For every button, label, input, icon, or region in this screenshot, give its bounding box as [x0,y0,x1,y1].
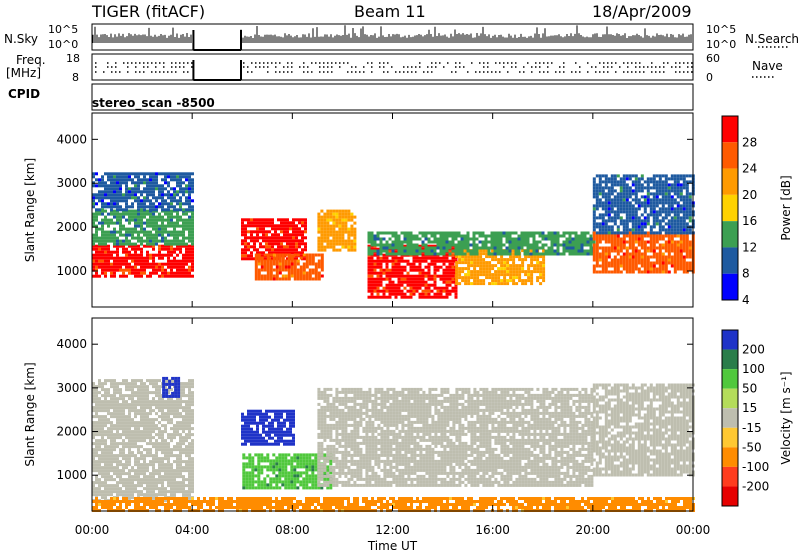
y-tick-label: 1000 [56,264,87,278]
power-colorbar-tick-label: 8 [742,267,750,281]
y-tick-label: 2000 [56,220,87,234]
scatter-region [241,410,295,446]
date-title: 18/Apr/2009 [592,4,692,20]
nave-tick-top: 60 [706,53,720,64]
power-colorbar-swatch [722,247,738,273]
x-tick-label: 12:00 [375,523,410,537]
velocity-colorbar-swatch [722,408,738,428]
scatter-region [92,497,695,512]
x-tick-label: 08:00 [275,523,310,537]
radar-title: TIGER (fitACF) [92,4,205,20]
nsearch-tick-top: 10^5 [706,24,736,35]
power-colorbar-swatch [722,169,738,195]
nsky-tick-bottom: 10^0 [48,39,78,50]
power-colorbar-swatch [722,195,738,221]
power-colorbar-tick-label: 28 [742,135,757,149]
y-axis-label: Slant Range [km] [23,158,37,262]
y-tick-label: 2000 [56,425,87,439]
power-colorbar-tick-label: 20 [742,188,757,202]
freq-unit-label: [MHz] [6,67,41,79]
velocity-colorbar-swatch [722,330,738,350]
velocity-colorbar-tick-label: -100 [742,460,769,474]
x-tick-label: 16:00 [475,523,510,537]
nsearch-tick-bottom: 10^0 [706,39,736,50]
freq-tick-top: 18 [66,53,80,64]
power-colorbar-label: Power [dB] [779,175,793,240]
x-axis-label: Time UT [367,539,418,553]
y-tick-label: 4000 [56,337,87,351]
x-tick-label: 20:00 [576,523,611,537]
beam-title: Beam 11 [354,4,426,20]
velocity-colorbar-swatch [722,486,738,506]
scatter-region [317,210,356,252]
velocity-colorbar-swatch [722,350,738,370]
velocity-colorbar-tick-label: -200 [742,479,769,493]
scatter-region [593,232,695,274]
y-axis-label: Slant Range [km] [23,362,37,466]
nave-label: Nave [752,60,783,72]
power-colorbar-tick-label: 24 [742,162,757,176]
x-tick-label: 00:00 [676,523,711,537]
velocity-colorbar-tick-label: 200 [742,343,765,357]
x-tick-label: 00:00 [75,523,110,537]
velocity-colorbar-tick-label: 50 [742,382,757,396]
power-colorbar-swatch [722,221,738,247]
power-colorbar-swatch [722,142,738,168]
nsky-trace [93,25,691,43]
velocity-colorbar-label: Velocity [m s⁻¹] [779,371,793,464]
velocity-colorbar-swatch [722,428,738,448]
y-tick-label: 4000 [56,132,87,146]
scatter-region [92,245,194,278]
scatter-region [92,210,194,246]
velocity-colorbar-swatch [722,389,738,409]
y-tick-label: 3000 [56,176,87,190]
y-tick-label: 3000 [56,381,87,395]
y-tick-label: 1000 [56,468,87,482]
scatter-region [593,384,695,477]
freq-nave-dots [95,63,693,72]
freq-label: Freq. [16,54,46,66]
power-colorbar-tick-label: 4 [742,293,750,307]
scatter-region [317,388,593,487]
power-colorbar-tick-label: 12 [742,240,757,254]
velocity-colorbar-swatch [722,467,738,487]
nsearch-label: N.Search [745,33,799,45]
freq-tick-bottom: 8 [72,72,79,83]
x-tick-label: 04:00 [175,523,210,537]
velocity-colorbar-swatch [722,369,738,389]
cpid-label: CPID [8,88,40,100]
velocity-colorbar-tick-label: -15 [742,421,762,435]
scatter-region [593,174,695,234]
nave-tick-bottom: 0 [706,72,713,83]
power-colorbar-tick-label: 16 [742,214,757,228]
velocity-colorbar-tick-label: 15 [742,401,757,415]
velocity-colorbar-swatch [722,447,738,467]
power-colorbar-swatch [722,274,738,300]
nsky-label: N.Sky [4,33,38,45]
velocity-colorbar-tick-label: 100 [742,362,765,376]
cpid-value: stereo_scan -8500 [92,97,215,109]
velocity-colorbar-tick-label: -50 [742,440,762,454]
power-colorbar-swatch [722,116,738,142]
scatter-region [92,172,194,211]
scatter-region [162,377,180,398]
nsky-tick-top: 10^5 [48,24,78,35]
